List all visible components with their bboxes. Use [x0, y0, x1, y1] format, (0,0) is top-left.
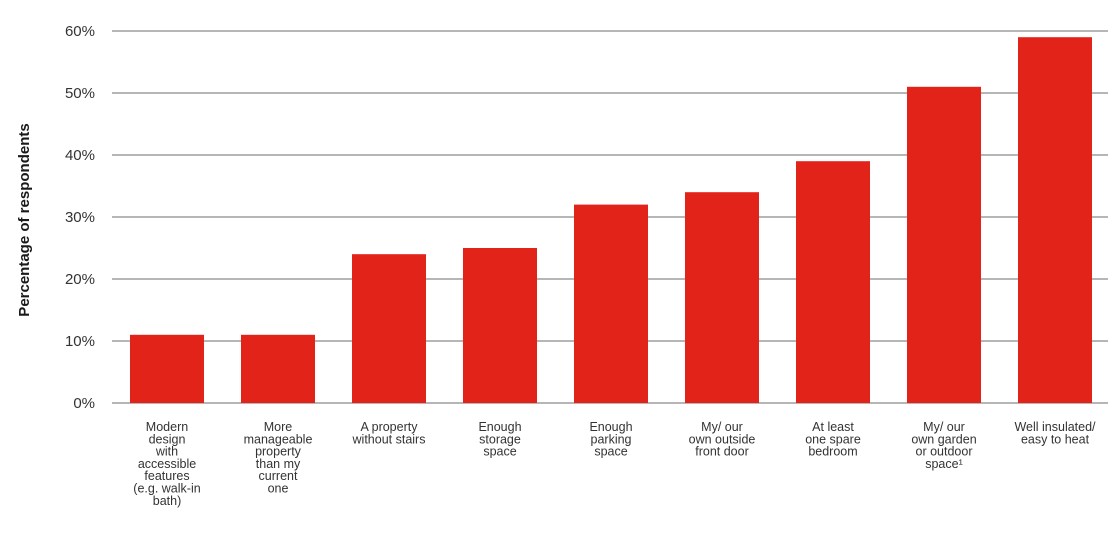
bar: [685, 192, 759, 403]
y-tick-label: 10%: [65, 333, 95, 350]
bar: [241, 334, 315, 403]
bar: [463, 248, 537, 403]
y-tick-label: 40%: [65, 147, 95, 164]
bar: [352, 254, 426, 403]
y-tick-label: 30%: [65, 209, 95, 226]
bars: [130, 37, 1092, 404]
x-category-label: Modern design with accessible features (e.g. …: [133, 420, 200, 508]
x-category-label: Enough storage space: [478, 420, 521, 459]
bar: [130, 334, 204, 403]
bar: [907, 86, 981, 404]
y-tick-label: 0%: [73, 395, 95, 412]
bar: [1018, 37, 1092, 403]
x-category-label: Well insulated/easy to heat: [1014, 420, 1096, 446]
bar: [574, 204, 648, 403]
bar: [796, 161, 870, 403]
y-tick-label: 60%: [65, 23, 95, 40]
x-category-label: More manageable property than my current one: [244, 420, 313, 496]
y-tick-label: 50%: [65, 85, 95, 102]
x-category-label: My/ our own garden or outdoor space¹: [911, 420, 976, 471]
x-category-label: A property without stairs: [352, 420, 426, 446]
y-tick-label: 20%: [65, 271, 95, 288]
x-axis-categories: Modern design with accessible features (e.g. …: [133, 420, 1096, 508]
y-axis-label: Percentage of respondents: [16, 123, 33, 316]
x-category-label: My/ our own outside front door: [689, 420, 756, 459]
x-category-label: Enough parking space: [589, 420, 632, 459]
y-axis-ticks: 0% 10% 20% 30% 40% 50% 60%: [65, 23, 95, 412]
x-category-label: At least one spare bedroom: [805, 420, 861, 459]
